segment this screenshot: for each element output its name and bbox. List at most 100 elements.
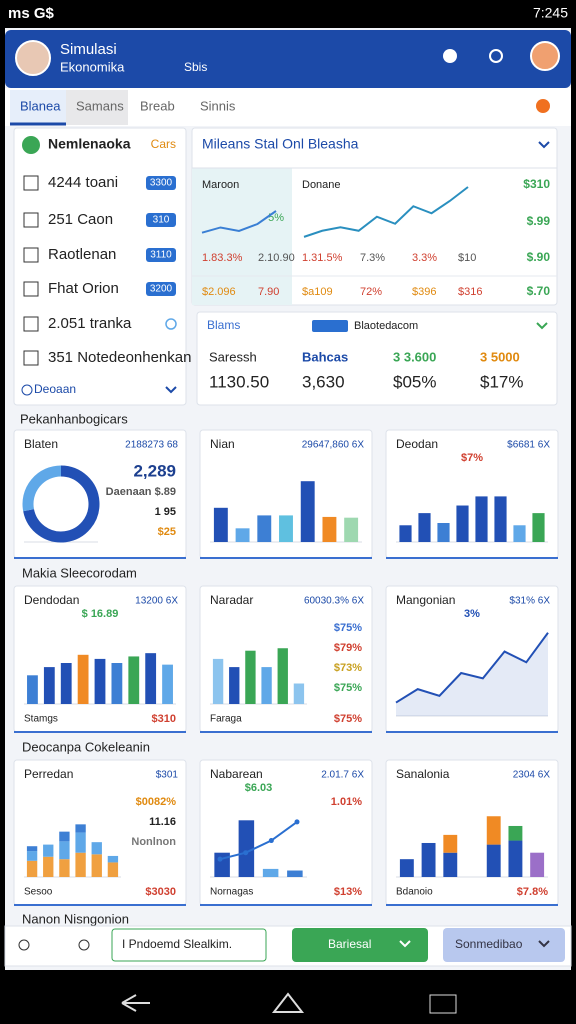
detail-panel	[196, 311, 558, 406]
bar	[145, 653, 157, 704]
card[interactable]	[13, 759, 187, 906]
chevron[interactable]	[165, 386, 177, 394]
bar	[293, 683, 305, 704]
card-title: Mangonian	[396, 593, 455, 607]
summary-cell: $a109	[302, 286, 333, 298]
bar	[212, 658, 224, 704]
tab[interactable]: Breab	[140, 98, 175, 113]
summary-cell: 1.31.5%	[302, 252, 343, 264]
status-time: 7:245	[533, 5, 568, 21]
card-footer: $3030	[145, 886, 176, 898]
bar	[128, 656, 140, 704]
list-item[interactable]: Raotlenan	[48, 246, 116, 263]
avatar[interactable]	[15, 40, 51, 76]
bottom-icon[interactable]	[78, 939, 90, 951]
detail-label: 3 3.600	[393, 349, 436, 364]
card[interactable]	[199, 759, 373, 906]
chevron[interactable]	[536, 322, 548, 330]
detail-value: 1130.50	[209, 372, 269, 391]
profile-avatar[interactable]	[530, 41, 560, 71]
card-note: Nonlnon	[131, 836, 176, 848]
list-item[interactable]: Fhat Orion	[48, 280, 119, 297]
nav-back[interactable]	[121, 994, 150, 1012]
bar-segment	[486, 816, 501, 845]
summary-value: $.99	[527, 214, 551, 228]
card-value: 2304 6X	[513, 770, 551, 781]
section-heading: Makia Sleecorodam	[22, 565, 137, 580]
bar	[287, 870, 303, 877]
tab[interactable]: Blanea	[20, 98, 61, 113]
card-value: $31% 6X	[509, 596, 550, 607]
status-icons: ms G$	[8, 5, 55, 22]
notification-icon[interactable]	[443, 49, 457, 63]
line-series	[201, 210, 277, 234]
header-title: Simulasi	[60, 41, 117, 58]
bar-segment	[107, 862, 119, 877]
tab[interactable]: Samans	[76, 98, 124, 113]
search-icon[interactable]	[489, 49, 503, 63]
bar	[213, 507, 228, 542]
chevron[interactable]	[399, 940, 411, 948]
chevron[interactable]	[538, 940, 550, 948]
card-badge: $7%	[461, 452, 483, 464]
list-item[interactable]: 4244 toani	[48, 174, 118, 191]
list-item[interactable]: 351 Notedeonhenkan	[48, 349, 191, 366]
tab[interactable]: Sinnis	[200, 98, 236, 113]
select-button[interactable]	[443, 928, 565, 962]
card-footer: $75%	[334, 713, 362, 725]
select-label: Sonmedibao	[455, 937, 523, 951]
card-value: 60030.3% 6X	[304, 596, 364, 607]
list-item[interactable]: Nemlenaoka	[48, 136, 131, 152]
card-note: $79%	[334, 642, 362, 654]
summary-cell: $2.096	[202, 286, 236, 298]
nav-recent[interactable]	[429, 994, 457, 1014]
bar	[111, 663, 123, 704]
card-value: 29647,860 6X	[302, 440, 365, 451]
primary-button[interactable]	[292, 928, 428, 962]
search-box[interactable]	[111, 928, 267, 962]
bar-segment	[443, 834, 458, 853]
detail-value: $17%	[480, 372, 523, 391]
bar	[235, 528, 250, 542]
line-series	[303, 186, 469, 238]
nav-home[interactable]	[271, 992, 305, 1013]
card-title: Dendodan	[24, 593, 79, 607]
bar-segment	[421, 842, 436, 877]
bar-segment	[75, 832, 86, 853]
summary-cell: $10	[458, 252, 476, 264]
loading-icon	[165, 318, 177, 330]
summary-cell: $396	[412, 286, 436, 298]
list-item[interactable]: 2.051 tranka	[48, 315, 132, 332]
bottom-icon[interactable]	[18, 939, 30, 951]
list-footer[interactable]: Deoaan	[34, 382, 76, 396]
header-subtitle: Ekonomika	[60, 59, 125, 74]
bar	[27, 675, 38, 704]
item-icon	[23, 175, 39, 191]
bar-segment	[26, 851, 38, 861]
section-heading: Nanon Nisngonion	[22, 911, 129, 926]
summary-left-bg	[192, 168, 292, 305]
bar-segment	[75, 824, 86, 833]
summary-cell: 3.3%	[412, 252, 437, 264]
detail-value: $05%	[393, 372, 436, 391]
header	[5, 30, 571, 88]
bar	[94, 658, 106, 704]
list-item[interactable]: 251 Caon	[48, 211, 113, 228]
chevron[interactable]	[538, 141, 550, 149]
bar	[238, 820, 255, 877]
card-badge: $ 16.89	[82, 608, 119, 620]
section-heading: Pekanhanbogicars	[20, 411, 128, 426]
card-footer: $13%	[334, 886, 362, 898]
alert-dot[interactable]	[536, 99, 550, 113]
card-note: $73%	[334, 662, 362, 674]
item-icon	[23, 281, 39, 297]
detail-badge: Blaotedacom	[354, 320, 418, 332]
bar	[162, 664, 173, 704]
card[interactable]	[385, 759, 559, 906]
bar-segment	[59, 831, 70, 842]
item-icon	[23, 212, 39, 228]
bar-segment	[399, 859, 414, 877]
summary-cell: $316	[458, 286, 482, 298]
tag-pill	[146, 248, 176, 262]
bar	[437, 523, 450, 542]
